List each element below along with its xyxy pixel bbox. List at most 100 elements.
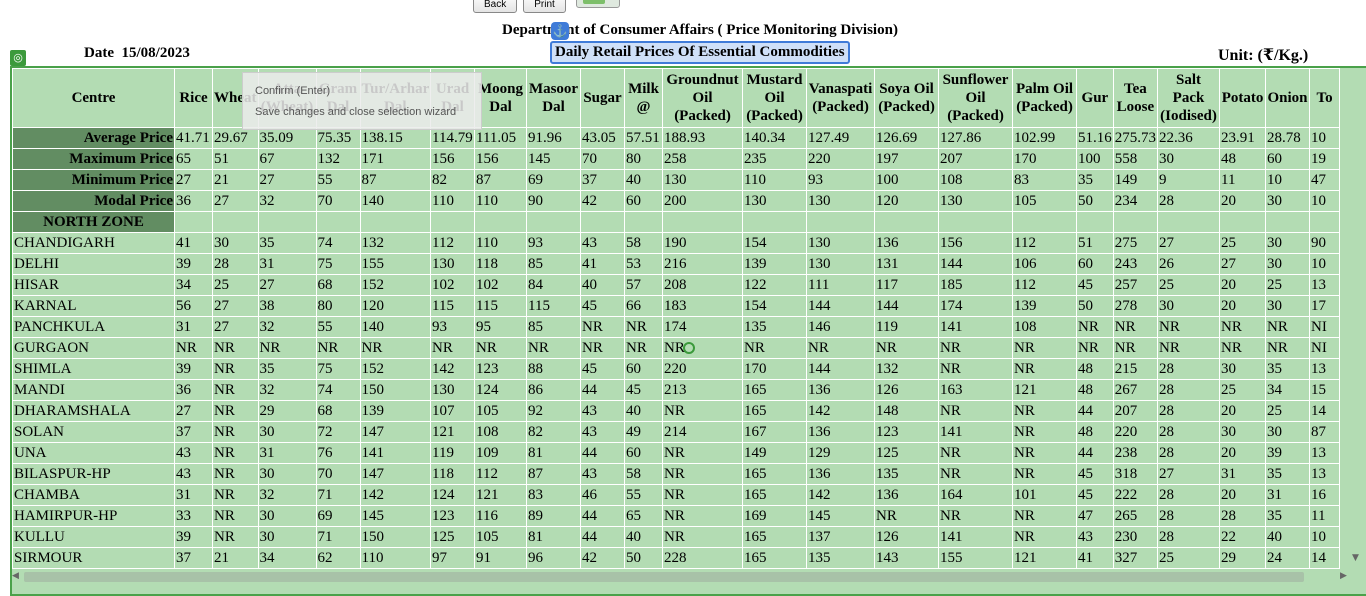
price-cell: 147 [359,421,432,443]
stat-row: Modal Price 36 27 32 70 140 110 110 90 42 60 200 130… [12,190,1341,212]
price-cell: 216 [662,253,744,275]
stat-cell: 60 [624,190,664,212]
zone-row: NORTH ZONE [12,211,1341,233]
price-cell: 106 [1012,253,1078,275]
price-cell: 136 [806,421,876,443]
price-cell: 92 [526,400,582,422]
price-cell: 39 [174,358,213,380]
price-cell: 278 [1112,295,1159,317]
empty-cell [580,211,626,233]
stat-cell: 41.71 [174,127,213,149]
price-cell: 25 [1219,232,1267,254]
price-cell: NR [874,505,940,527]
price-cell: 27 [1219,253,1267,275]
stat-label: Average Price [12,127,175,149]
price-cell: 115 [474,295,528,317]
price-cell: 125 [430,526,476,548]
centre-name: KARNAL [12,295,175,317]
anchor-icon[interactable]: ⚓ [551,22,569,40]
price-cell: 74 [315,232,361,254]
column-header: Salt Pack (Iodised) [1157,68,1221,128]
table-row: DELHI 39 28 31 75 155 130 118 85 41 53 216 139 130 131… [12,253,1341,275]
price-cell: NR [938,337,1014,359]
stat-cell: 30 [1265,190,1311,212]
stat-cell: 110 [430,190,476,212]
price-cell: 135 [874,463,940,485]
price-cell: 13 [1309,358,1341,380]
price-cell: 70 [315,463,361,485]
scroll-right-icon[interactable]: ▶ [1340,571,1347,581]
back-button[interactable]: Back [473,0,518,13]
price-cell: 170 [742,358,808,380]
price-cell: NR [1265,337,1311,359]
stat-cell: 275.73 [1112,127,1159,149]
column-header: Centre [12,68,175,128]
price-cell: 57 [624,274,664,296]
stat-cell: 67 [257,148,317,170]
price-cell: 230 [1112,526,1159,548]
price-cell: 156 [938,232,1014,254]
price-cell: 14 [1309,400,1341,422]
table-row: KULLU 39 NR 30 71 150 125 105 81 44 40 NR 165 137 126 1… [12,526,1341,548]
stat-cell: 51 [212,148,259,170]
price-cell: 30 [1265,295,1311,317]
frame-handle-icon[interactable]: ◎ [10,50,26,66]
price-cell: 126 [874,526,940,548]
price-cell: 50 [624,547,664,569]
price-cell: 147 [359,463,432,485]
price-cell: 93 [526,232,582,254]
stat-cell: 140 [359,190,432,212]
stat-cell: 19 [1309,148,1341,170]
price-cell: 50 [1076,295,1114,317]
price-cell: 10 [1309,253,1341,275]
price-cell: 34 [174,274,213,296]
price-cell: NR [662,484,744,506]
price-cell: 31 [1265,484,1311,506]
toggle-widget[interactable] [576,0,620,8]
price-cell: 46 [580,484,626,506]
price-cell: NR [1157,337,1221,359]
stat-cell: 558 [1112,148,1159,170]
scroll-left-icon[interactable]: ◀ [12,571,19,581]
price-cell: 45 [1076,274,1114,296]
empty-cell [742,211,808,233]
price-cell: 60 [624,442,664,464]
price-cell: NR [1157,316,1221,338]
price-cell: 25 [1219,379,1267,401]
price-cell: 11 [1309,505,1341,527]
price-cell: NR [1219,316,1267,338]
price-cell: 75 [315,358,361,380]
price-cell: 28 [1157,484,1221,506]
price-cell: 25 [1157,547,1221,569]
price-cell: NR [212,505,259,527]
price-cell: 148 [874,400,940,422]
scroll-down-icon[interactable]: ▼ [1352,553,1359,563]
price-cell: 55 [624,484,664,506]
price-cell: 45 [1076,463,1114,485]
price-cell: 169 [742,505,808,527]
price-cell: 28 [212,253,259,275]
empty-cell [806,211,876,233]
price-cell: 220 [1112,421,1159,443]
horizontal-scrollbar[interactable]: ◀ ▶ [12,570,1352,584]
stat-cell: 20 [1219,190,1267,212]
stat-cell: 83 [1012,169,1078,191]
price-cell: 142 [430,358,476,380]
price-cell: 20 [1219,442,1267,464]
price-cell: 30 [257,463,317,485]
table-row: SOLAN 37 NR 30 72 147 121 108 82 43 49 214 167 136 123… [12,421,1341,443]
price-cell: 115 [430,295,476,317]
scrollbar-thumb[interactable] [24,572,1304,582]
price-cell: NR [662,526,744,548]
price-cell: 228 [662,547,744,569]
price-cell: 142 [806,400,876,422]
price-cell: 112 [1012,232,1078,254]
price-cell: 174 [938,295,1014,317]
stat-cell: 130 [806,190,876,212]
empty-cell [257,211,317,233]
price-cell: 85 [526,253,582,275]
price-cell: 150 [359,379,432,401]
report-subtitle[interactable]: Daily Retail Prices Of Essential Commodi… [550,41,850,64]
date-label: Date [84,45,114,61]
print-button[interactable]: Print [523,0,566,13]
